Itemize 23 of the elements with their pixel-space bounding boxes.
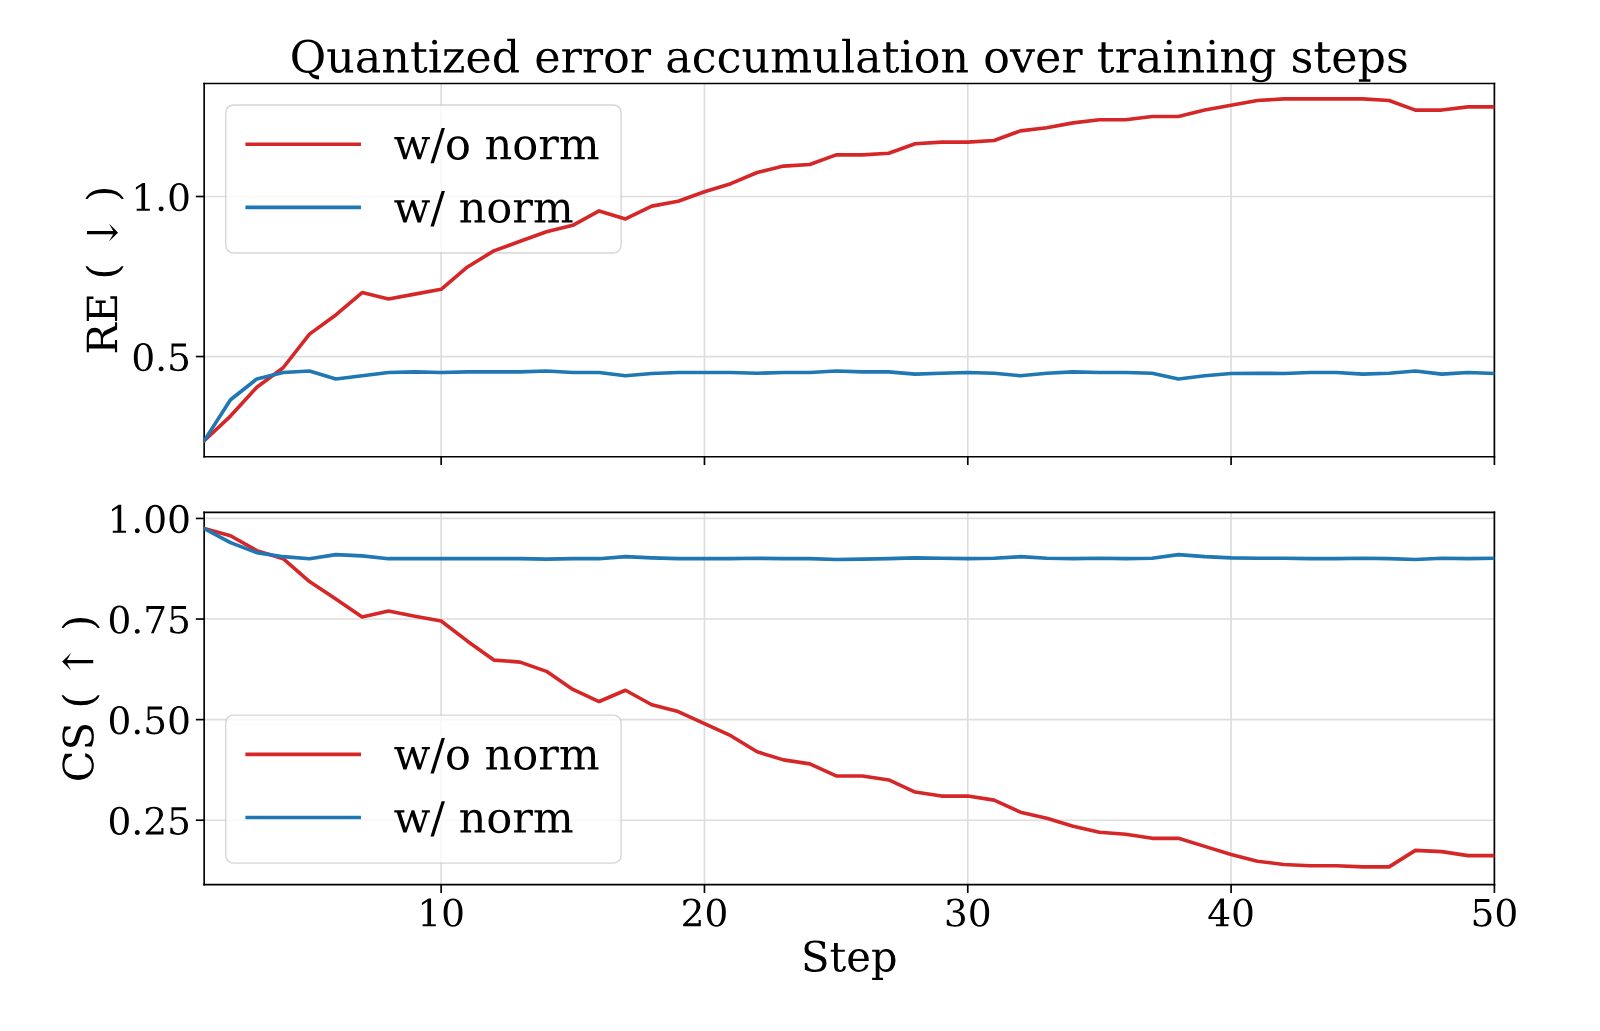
y-tick-label: 0.25 bbox=[109, 806, 189, 835]
y-tick-label: 0.5 bbox=[133, 342, 189, 372]
line-series bbox=[204, 526, 1495, 562]
x-tick-label: 10 bbox=[421, 898, 463, 927]
line-series bbox=[204, 97, 1495, 443]
y-tick-label: 1.00 bbox=[112, 504, 189, 534]
y-axis-title: CS ( ↑ ) bbox=[61, 618, 100, 780]
x-tick-label: 50 bbox=[1473, 898, 1516, 927]
line-series bbox=[204, 369, 1495, 443]
x-tick-label: 30 bbox=[946, 898, 990, 927]
legend-label: w/o norm bbox=[394, 127, 599, 164]
chart-title: Quantized error accumulation over training steps bbox=[292, 38, 1407, 83]
y-tick-label: 0.75 bbox=[109, 605, 189, 634]
y-tick-label: 0.50 bbox=[109, 706, 189, 735]
legend-label: w/o norm bbox=[394, 738, 599, 774]
x-axis-title: Step bbox=[804, 940, 896, 980]
legend-label: w/ norm bbox=[394, 191, 573, 227]
line-series bbox=[204, 526, 1495, 869]
x-tick-label: 40 bbox=[1208, 898, 1253, 927]
y-axis-title: RE ( ↓ ) bbox=[85, 188, 124, 353]
y-tick-label: 1.0 bbox=[135, 182, 189, 212]
legend-label: w/ norm bbox=[394, 801, 573, 837]
x-tick-label: 20 bbox=[683, 898, 726, 927]
